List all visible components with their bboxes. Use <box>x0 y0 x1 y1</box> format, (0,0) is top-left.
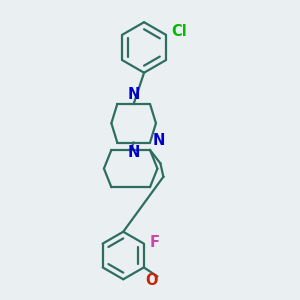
Text: N: N <box>152 133 165 148</box>
Text: N: N <box>128 87 140 102</box>
Text: Cl: Cl <box>171 24 187 39</box>
Text: F: F <box>149 235 159 250</box>
Text: N: N <box>128 145 140 160</box>
Text: O: O <box>145 273 158 288</box>
